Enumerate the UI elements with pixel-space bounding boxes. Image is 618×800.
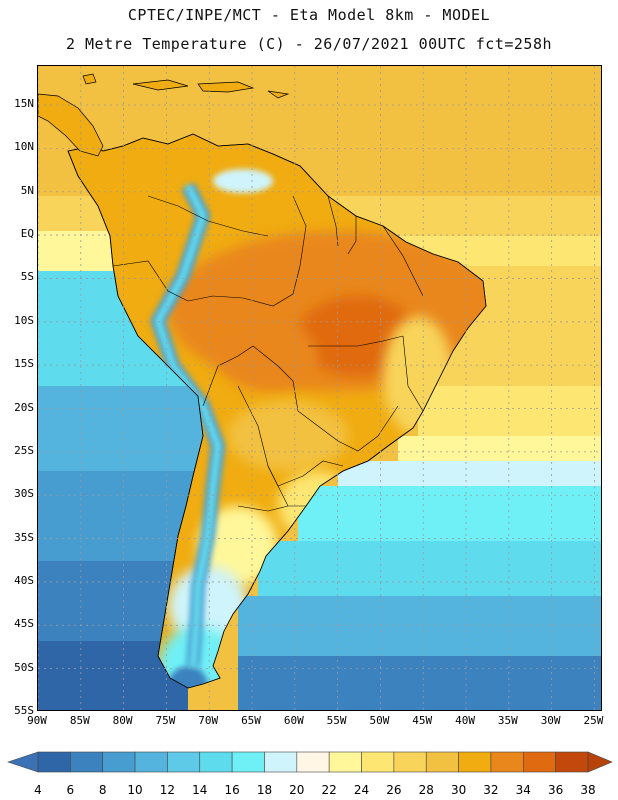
lat-tick-label: EQ xyxy=(20,227,34,241)
lat-tick-label: 5S xyxy=(20,270,34,284)
lon-tick-label: 45W xyxy=(412,714,433,727)
lon-tick-label: 90W xyxy=(27,714,47,727)
colorbar-tick-label: 34 xyxy=(515,783,531,797)
colorbar-low-arrow xyxy=(7,751,39,773)
colorbar-tick-label: 22 xyxy=(321,783,337,797)
lat-tick-label: 55S xyxy=(14,704,34,717)
colorbar-swatch xyxy=(231,751,265,773)
colorbar-tick-label: 32 xyxy=(483,783,499,797)
lat-tick-label: 40S xyxy=(14,573,34,587)
colorbar-swatch xyxy=(296,751,330,773)
colorbar xyxy=(7,751,613,773)
lon-tick-label: 80W xyxy=(112,714,133,727)
central-america-landmass xyxy=(38,73,290,157)
lon-tick-label: 40W xyxy=(455,714,475,727)
lat-tick-label: 15N xyxy=(14,97,34,111)
map-title-line2: 2 Metre Temperature (C) - 26/07/2021 00U… xyxy=(65,35,553,53)
colorbar-swatch xyxy=(134,751,168,773)
colorbar-tick-label: 8 xyxy=(98,783,107,797)
lon-tick-label: 55W xyxy=(326,714,347,727)
colorbar-tick-label: 14 xyxy=(192,783,208,797)
lat-tick-label: 10N xyxy=(14,140,34,154)
colorbar-tick-label: 10 xyxy=(127,783,143,797)
lat-tick-label: 10S xyxy=(14,313,34,327)
colorbar-tick-label: 30 xyxy=(450,783,467,797)
colorbar-swatch xyxy=(490,751,524,773)
colorbar-tick-label: 28 xyxy=(418,783,434,797)
colorbar-tick-label: 24 xyxy=(353,783,370,797)
colorbar-swatch xyxy=(328,751,362,773)
lon-tick-label: 75W xyxy=(155,714,176,727)
colorbar-tick-label: 4 xyxy=(34,783,42,797)
temperature-map xyxy=(38,66,601,710)
lat-tick-label: 5N xyxy=(20,183,34,197)
lon-tick-label: 35W xyxy=(497,714,518,727)
colorbar-tick-label: 36 xyxy=(548,783,564,797)
lat-tick-label: 50S xyxy=(14,660,34,674)
colorbar-tick-label: 38 xyxy=(580,783,596,797)
colorbar-swatch xyxy=(167,751,201,773)
colorbar-tick-label: 16 xyxy=(224,783,240,797)
country-borders xyxy=(112,195,424,512)
colorbar-swatch xyxy=(458,751,492,773)
colorbar-tick-label: 26 xyxy=(386,783,402,797)
lat-tick-label: 30S xyxy=(14,487,34,501)
lat-tick-label: 25S xyxy=(14,443,34,457)
map-panel xyxy=(37,65,602,711)
lon-tick-label: 25W xyxy=(583,714,604,727)
lat-lon-grid xyxy=(38,66,601,710)
coastline xyxy=(67,133,487,689)
colorbar-swatch xyxy=(522,751,556,773)
lon-tick-label: 65W xyxy=(241,714,261,727)
colorbar-tick-label: 20 xyxy=(289,783,305,797)
lat-tick-label: 15S xyxy=(14,357,34,371)
lat-tick-label: 35S xyxy=(14,530,34,544)
lon-tick-label: 60W xyxy=(283,714,304,727)
colorbar-tick-label: 18 xyxy=(256,783,273,797)
colorbar-swatch xyxy=(199,751,233,773)
colorbar-swatch xyxy=(555,751,589,773)
colorbar-swatch xyxy=(393,751,427,773)
colorbar-high-arrow xyxy=(587,751,613,773)
map-title-line1: CPTEC/INPE/MCT - Eta Model 8km - MODEL xyxy=(127,6,491,24)
lon-tick-label: 50W xyxy=(369,714,390,727)
colorbar-swatch xyxy=(102,751,136,773)
colorbar-swatch xyxy=(37,751,71,773)
colorbar-tick-label: 6 xyxy=(66,783,75,797)
lat-tick-label: 45S xyxy=(14,617,34,631)
colorbar-tick-label: 12 xyxy=(159,783,176,797)
colorbar-swatch xyxy=(70,751,104,773)
lon-tick-label: 30W xyxy=(540,714,561,727)
colorbar-swatch xyxy=(361,751,395,773)
lat-tick-label: 20S xyxy=(14,400,34,414)
lon-tick-label: 85W xyxy=(69,714,90,727)
lon-tick-label: 70W xyxy=(198,714,219,727)
colorbar-swatch xyxy=(264,751,298,773)
colorbar-swatch xyxy=(425,751,459,773)
